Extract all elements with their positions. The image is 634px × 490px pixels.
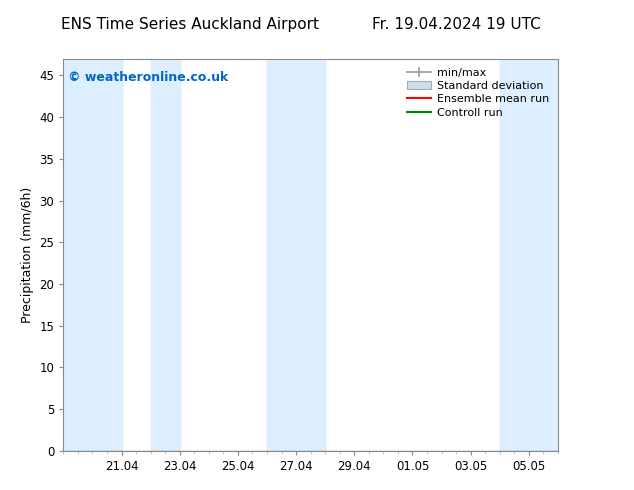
Text: © weatheronline.co.uk: © weatheronline.co.uk [68,71,229,84]
Bar [151,59,180,451]
Legend: min/max, Standard deviation, Ensemble mean run, Controll run: min/max, Standard deviation, Ensemble me… [403,64,552,121]
Bar [63,59,122,451]
Bar [500,59,558,451]
Text: Fr. 19.04.2024 19 UTC: Fr. 19.04.2024 19 UTC [372,17,541,32]
Bar [267,59,325,451]
Y-axis label: Precipitation (mm/6h): Precipitation (mm/6h) [21,187,34,323]
Text: ENS Time Series Auckland Airport: ENS Time Series Auckland Airport [61,17,319,32]
Bar [63,59,122,451]
Bar [267,59,325,451]
Bar [500,59,558,451]
Bar [151,59,180,451]
